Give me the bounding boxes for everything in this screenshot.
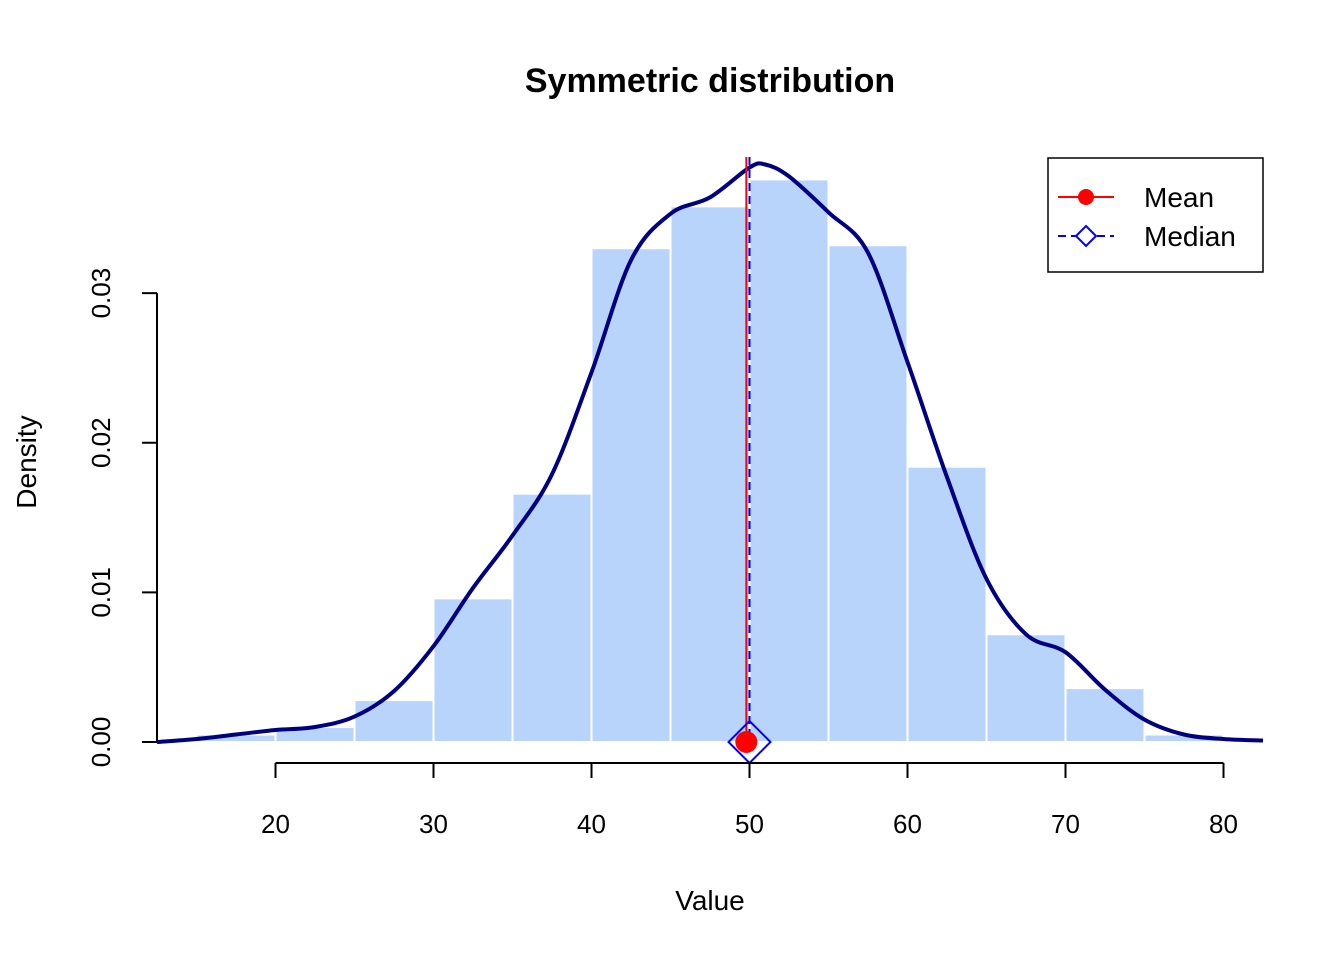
legend: Mean Median <box>1047 157 1264 273</box>
mean-marker <box>735 731 758 753</box>
histogram-bar-4 <box>511 492 593 743</box>
legend-label-1: Median <box>1144 221 1236 252</box>
legend-marker-1 <box>1074 224 1098 248</box>
y-axis-label: Density <box>11 415 42 508</box>
y-tick-label-3: 0.03 <box>86 268 116 319</box>
histogram-bar-5 <box>590 247 672 743</box>
chart-title: Symmetric distribution <box>525 62 895 100</box>
x-tick-label-5: 70 <box>1051 809 1080 839</box>
histogram-bar-2 <box>353 699 435 743</box>
histogram-bar-11 <box>1064 687 1146 744</box>
x-tick-label-3: 50 <box>735 809 764 839</box>
legend-marker-0 <box>1078 189 1094 205</box>
x-tick-label-1: 30 <box>419 809 448 839</box>
histogram-bar-10 <box>985 633 1067 744</box>
density-curve <box>156 161 1264 744</box>
legend-box <box>1047 157 1264 273</box>
x-axis: 20 30 40 50 60 70 80 <box>261 762 1238 839</box>
histogram-bar-6 <box>669 205 751 743</box>
histogram-bar-9 <box>906 465 988 743</box>
x-tick-label-0: 20 <box>261 809 290 839</box>
histogram-bar-3 <box>432 597 514 743</box>
x-tick-label-4: 60 <box>893 809 922 839</box>
y-tick-label-2: 0.02 <box>86 417 116 468</box>
legend-label-0: Mean <box>1144 182 1214 213</box>
x-tick-label-6: 80 <box>1209 809 1238 839</box>
histogram-bar-8 <box>827 244 909 743</box>
y-axis: 0.00 0.01 0.02 0.03 <box>86 268 158 768</box>
x-tick-label-2: 40 <box>577 809 606 839</box>
x-axis-label: Value <box>675 885 745 916</box>
histogram-bars <box>195 178 1225 744</box>
y-tick-label-0: 0.00 <box>86 717 116 768</box>
y-tick-label-1: 0.01 <box>86 567 116 618</box>
histogram-bar-7 <box>748 178 830 743</box>
